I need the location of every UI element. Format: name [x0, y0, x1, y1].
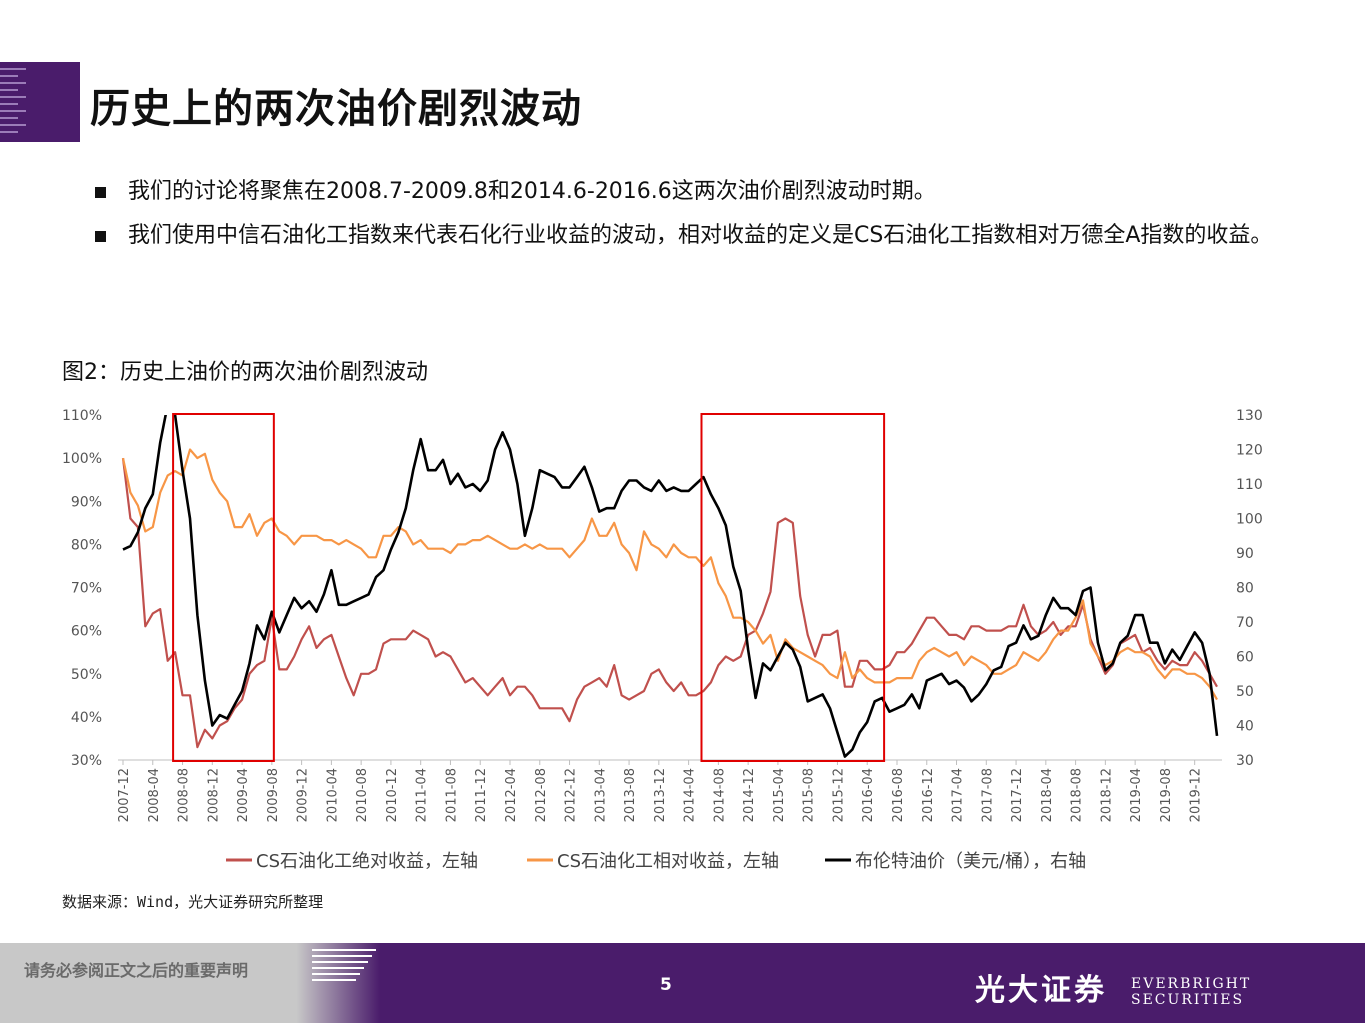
y-left-tick-label: 90% — [71, 494, 102, 510]
header-stripe — [0, 68, 26, 70]
y-right-tick-label: 120 — [1236, 443, 1263, 459]
x-tick-label: 2019-08 — [1159, 768, 1174, 822]
x-tick-label: 2013-12 — [653, 768, 668, 822]
y-left-tick-label: 80% — [71, 537, 102, 553]
x-tick-label: 2009-12 — [296, 768, 311, 822]
footer-stripe — [312, 949, 376, 951]
y-right-tick-label: 70 — [1236, 615, 1254, 631]
legend-label: 布伦特油价（美元/桶），右轴 — [855, 851, 1086, 872]
x-tick-label: 2018-12 — [1099, 768, 1114, 822]
line-chart: 30% 40% 50% 60% 70% 80% 90% 100% 110% 30 40 50 60 70 8… — [62, 408, 1263, 872]
x-tick-label: 2014-08 — [712, 768, 727, 822]
series-line-1 — [121, 448, 1218, 701]
bullet-text: 我们使用中信石油化工指数来代表石化行业收益的波动，相对收益的定义是CS石油化工指… — [128, 223, 1273, 248]
footer-band: 请务必参阅正文之后的重要声明 5 光大证券 EVERBRIGHT SECURIT… — [0, 943, 1365, 1023]
x-tick-label: 2017-12 — [1010, 768, 1025, 822]
chart-caption: 图2：历史上油价的两次油价剧烈波动 — [62, 360, 428, 385]
x-tick-label: 2012-12 — [564, 768, 579, 822]
x-tick-label: 2011-04 — [415, 768, 430, 822]
footer-disclaimer: 请务必参阅正文之后的重要声明 — [24, 961, 249, 980]
footer-stripe — [312, 973, 360, 975]
x-tick-label: 2008-12 — [206, 768, 221, 822]
footer-stripe — [312, 967, 364, 969]
page-title: 历史上的两次油价剧烈波动 — [90, 86, 582, 132]
highlight-box — [172, 413, 275, 762]
x-tick-label: 2011-12 — [474, 768, 489, 822]
source-note: 数据来源：Wind，光大证券研究所整理 — [62, 893, 324, 911]
x-tick-label: 2010-12 — [385, 768, 400, 822]
y-right-tick-label: 40 — [1236, 719, 1254, 735]
header-stripe — [0, 124, 26, 126]
x-tick-label: 2017-04 — [951, 768, 966, 822]
y-right-tick-label: 60 — [1236, 650, 1254, 666]
x-tick-label: 2007-12 — [117, 768, 132, 822]
header-stripe — [0, 89, 18, 91]
brand-logo-cn: 光大证券 — [975, 973, 1107, 1008]
x-tick-label: 2011-08 — [444, 768, 459, 822]
footer-stripe — [312, 955, 372, 957]
brand-logo-en: EVERBRIGHT SECURITIES — [1131, 976, 1252, 1008]
header-stripe — [0, 131, 18, 133]
x-tick-label: 2008-08 — [177, 768, 192, 822]
footer-stripe — [312, 979, 356, 981]
y-right-tick-label: 90 — [1236, 546, 1254, 562]
x-tick-label: 2016-04 — [861, 768, 876, 822]
x-tick-label: 2019-12 — [1189, 768, 1204, 822]
header-band — [0, 62, 80, 142]
y-left-tick-label: 50% — [71, 667, 102, 683]
x-tick-label: 2014-12 — [742, 768, 757, 822]
x-tick-label: 2010-08 — [355, 768, 370, 822]
y-left-tick-label: 30% — [71, 753, 102, 769]
bullet-text: 我们的讨论将聚焦在2008.7-2009.8和2014.6-2016.6这两次油… — [128, 179, 936, 204]
bullet-square-icon — [95, 231, 106, 242]
y-right-tick-label: 50 — [1236, 684, 1254, 700]
y-right-tick-label: 80 — [1236, 581, 1254, 597]
bullet-item: 我们的讨论将聚焦在2008.7-2009.8和2014.6-2016.6这两次油… — [95, 170, 1275, 214]
x-tick-label: 2013-04 — [593, 768, 608, 822]
header-stripe — [0, 82, 26, 84]
x-tick-label: 2018-08 — [1070, 768, 1085, 822]
x-tick-label: 2012-04 — [504, 768, 519, 822]
x-tick-label: 2010-04 — [325, 768, 340, 822]
legend-label: CS石油化工绝对收益，左轴 — [256, 851, 478, 872]
x-tick-label: 2015-12 — [831, 768, 846, 822]
y-right-tick-label: 130 — [1236, 408, 1263, 424]
x-tick-label: 2016-12 — [921, 768, 936, 822]
y-left-tick-label: 40% — [71, 710, 102, 726]
y-right-tick-label: 30 — [1236, 753, 1254, 769]
x-tick-label: 2018-04 — [1040, 768, 1055, 822]
y-left-tick-label: 70% — [71, 581, 102, 597]
y-right-tick-label: 110 — [1236, 477, 1263, 493]
y-left-tick-label: 110% — [62, 408, 102, 424]
x-tick-label: 2014-04 — [683, 768, 698, 822]
x-tick-label: 2015-08 — [802, 768, 817, 822]
x-tick-label: 2013-08 — [623, 768, 638, 822]
footer-stripe — [312, 961, 368, 963]
header-stripe — [0, 103, 18, 105]
x-tick-label: 2017-08 — [980, 768, 995, 822]
x-tick-label: 2012-08 — [534, 768, 549, 822]
bullet-list: 我们的讨论将聚焦在2008.7-2009.8和2014.6-2016.6这两次油… — [95, 170, 1275, 258]
highlight-box — [700, 413, 886, 762]
x-tick-label: 2009-08 — [266, 768, 281, 822]
x-tick-label: 2008-04 — [147, 768, 162, 822]
x-tick-label: 2016-08 — [891, 768, 906, 822]
legend-label: CS石油化工相对收益，左轴 — [557, 851, 779, 872]
header-stripe — [0, 96, 26, 98]
y-right-tick-label: 100 — [1236, 512, 1263, 528]
header-stripe — [0, 75, 18, 77]
header-stripe — [0, 117, 18, 119]
header-stripe — [0, 110, 26, 112]
x-tick-label: 2019-04 — [1129, 768, 1144, 822]
y-left-tick-label: 100% — [62, 451, 102, 467]
series-line-0 — [121, 457, 1218, 749]
x-tick-label: 2009-04 — [236, 768, 251, 822]
y-left-tick-label: 60% — [71, 624, 102, 640]
x-tick-label: 2015-04 — [772, 768, 787, 822]
bullet-item: 我们使用中信石油化工指数来代表石化行业收益的波动，相对收益的定义是CS石油化工指… — [95, 214, 1275, 258]
bullet-square-icon — [95, 187, 106, 198]
series-line-2 — [122, 415, 1219, 758]
page-number: 5 — [660, 975, 672, 995]
